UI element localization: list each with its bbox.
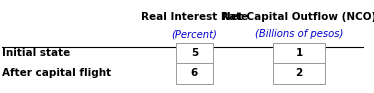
Text: (Billions of pesos): (Billions of pesos) — [255, 29, 343, 39]
Text: 2: 2 — [295, 68, 303, 78]
Text: After capital flight: After capital flight — [2, 68, 111, 78]
Text: 5: 5 — [191, 48, 198, 58]
Text: (Percent): (Percent) — [172, 29, 217, 39]
Text: Real Interest Rate: Real Interest Rate — [141, 12, 248, 22]
FancyBboxPatch shape — [273, 43, 325, 63]
Text: 6: 6 — [191, 68, 198, 78]
FancyBboxPatch shape — [176, 43, 213, 63]
Text: Net Capital Outflow (NCO): Net Capital Outflow (NCO) — [222, 12, 374, 22]
FancyBboxPatch shape — [273, 63, 325, 84]
Text: Initial state: Initial state — [2, 48, 70, 58]
Text: 1: 1 — [295, 48, 303, 58]
FancyBboxPatch shape — [176, 63, 213, 84]
